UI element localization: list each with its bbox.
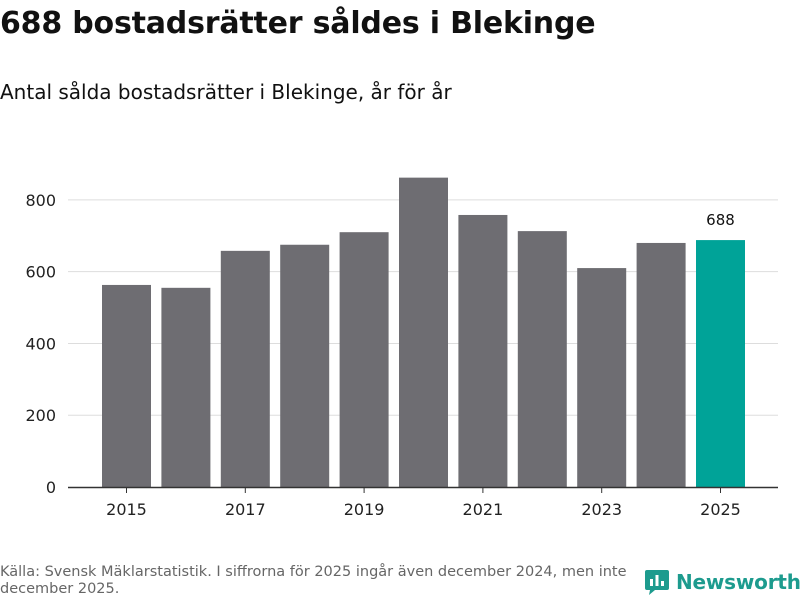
bar-2015 [102, 284, 151, 487]
x-tick-label: 2017 [225, 500, 266, 519]
x-tick-label: 2025 [700, 500, 741, 519]
y-tick-label: 0 [46, 478, 56, 497]
chart-title: 688 bostadsrätter såldes i Blekinge [0, 6, 596, 41]
bar-2020 [399, 177, 448, 488]
x-tick-label: 2019 [344, 500, 385, 519]
bar-2016 [161, 287, 211, 487]
newsworthy-logo-icon [645, 570, 669, 595]
chart-subtitle: Antal sålda bostadsrätter i Blekinge, år… [0, 80, 452, 104]
bar-2018 [280, 244, 330, 487]
bar-2023 [577, 268, 627, 487]
y-tick-label: 400 [25, 334, 56, 353]
bar-2024 [636, 242, 686, 487]
y-tick-label: 200 [25, 406, 56, 425]
bar-2019 [339, 232, 389, 487]
bar-2021 [458, 214, 508, 487]
bar-2025 [696, 240, 745, 487]
x-tick-label: 2015 [106, 500, 147, 519]
data-label-2025: 688 [706, 211, 735, 229]
bar-chart: 0 200 400 600 800 688 2015 2017 2019 2021 2023 2025 [25, 177, 778, 519]
y-tick-label: 800 [25, 191, 56, 210]
bar-2022 [517, 231, 567, 487]
bar-2017 [220, 250, 270, 487]
brand-logo: Newsworthy [644, 568, 800, 596]
x-tick-label: 2021 [463, 500, 504, 519]
brand-name: Newsworthy [676, 570, 800, 594]
y-tick-label: 600 [25, 263, 56, 282]
source-note: Källa: Svensk Mäklarstatistik. I siffror… [0, 564, 627, 597]
x-tick-label: 2023 [581, 500, 622, 519]
